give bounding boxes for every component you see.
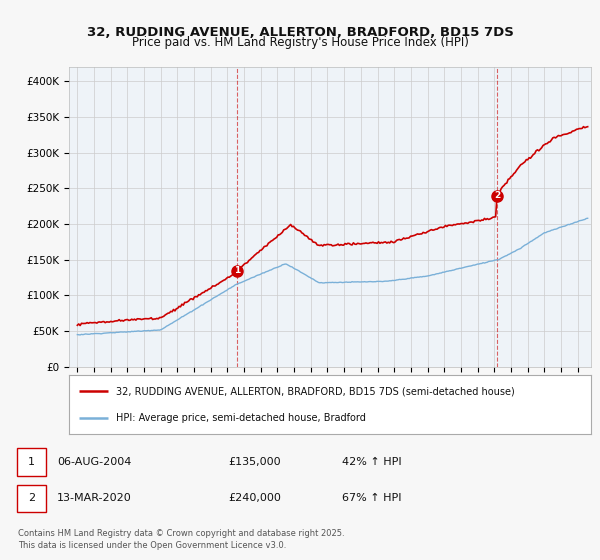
Text: 1: 1	[28, 457, 35, 467]
Text: 13-MAR-2020: 13-MAR-2020	[57, 493, 132, 503]
Text: Contains HM Land Registry data © Crown copyright and database right 2025.
This d: Contains HM Land Registry data © Crown c…	[18, 529, 344, 550]
Text: 1: 1	[234, 266, 240, 275]
Text: 2: 2	[494, 191, 500, 200]
Text: Price paid vs. HM Land Registry's House Price Index (HPI): Price paid vs. HM Land Registry's House …	[131, 36, 469, 49]
Text: 06-AUG-2004: 06-AUG-2004	[57, 457, 131, 467]
Text: 2: 2	[28, 493, 35, 503]
Text: 42% ↑ HPI: 42% ↑ HPI	[342, 457, 401, 467]
Text: 32, RUDDING AVENUE, ALLERTON, BRADFORD, BD15 7DS (semi-detached house): 32, RUDDING AVENUE, ALLERTON, BRADFORD, …	[116, 386, 515, 396]
Text: £240,000: £240,000	[228, 493, 281, 503]
Text: £135,000: £135,000	[228, 457, 281, 467]
Text: 32, RUDDING AVENUE, ALLERTON, BRADFORD, BD15 7DS: 32, RUDDING AVENUE, ALLERTON, BRADFORD, …	[86, 26, 514, 39]
Text: 67% ↑ HPI: 67% ↑ HPI	[342, 493, 401, 503]
Text: HPI: Average price, semi-detached house, Bradford: HPI: Average price, semi-detached house,…	[116, 413, 366, 423]
